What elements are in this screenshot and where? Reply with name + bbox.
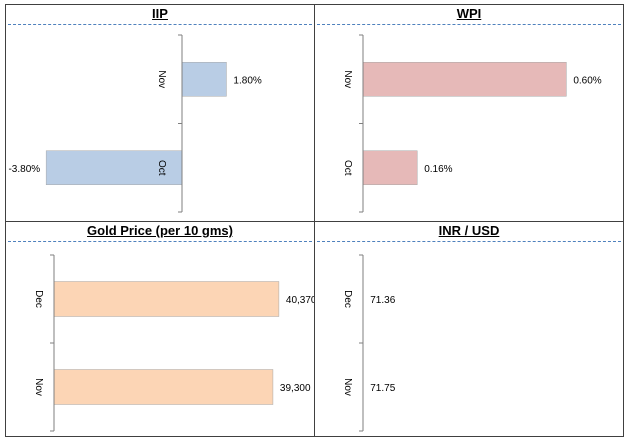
- data-label: 1.80%: [233, 75, 261, 86]
- iip-chart: 1.80% Nov -3.80% Oct: [8, 34, 262, 213]
- bar-dec: [53, 281, 280, 317]
- category-label: Oct: [342, 160, 353, 176]
- title-divider: [317, 24, 621, 25]
- category-label: Nov: [156, 70, 167, 88]
- data-label: -3.80%: [8, 164, 40, 175]
- iip-title: IIP: [152, 6, 168, 21]
- category-label: Nov: [342, 378, 353, 396]
- category-label: Dec: [342, 290, 353, 308]
- data-label: 40,370: [286, 295, 317, 306]
- gold-price-panel: Gold Price (per 10 gms) 40,370 Dec 39,300 N…: [5, 221, 317, 437]
- gold-price-chart: 40,370 Dec 39,300 Nov: [33, 254, 317, 432]
- wpi-panel: WPI 0.60% Nov 0.16% Oct: [314, 4, 624, 222]
- data-label: 0.16%: [424, 164, 452, 175]
- gold-price-title: Gold Price (per 10 gms): [87, 223, 233, 238]
- title-divider: [8, 24, 312, 25]
- title-divider: [317, 241, 621, 242]
- bar-nov: [53, 369, 274, 405]
- iip-panel: IIP 1.80% Nov -3.80% Oct: [5, 4, 315, 222]
- inr-usd-panel: INR / USD 71.36 Dec 71.75 Nov: [314, 221, 624, 437]
- wpi-chart: 0.60% Nov 0.16% Oct: [342, 34, 602, 213]
- title-divider: [8, 241, 312, 242]
- bar-oct: [362, 150, 418, 185]
- data-label: 0.60%: [573, 75, 601, 86]
- bar-nov: [181, 62, 227, 97]
- wpi-title: WPI: [456, 6, 482, 21]
- data-label: 71.75: [370, 383, 395, 394]
- category-label: Nov: [342, 70, 353, 88]
- category-label: Nov: [33, 378, 44, 396]
- bar-nov: [362, 62, 567, 97]
- category-label: Dec: [33, 290, 44, 308]
- data-label: 71.36: [370, 295, 395, 306]
- category-label: Oct: [156, 160, 167, 176]
- data-label: 39,300: [280, 383, 311, 394]
- bar-oct: [45, 150, 183, 185]
- inr-usd-chart: 71.36 Dec 71.75 Nov: [342, 254, 396, 432]
- inr-usd-title: INR / USD: [438, 223, 500, 238]
